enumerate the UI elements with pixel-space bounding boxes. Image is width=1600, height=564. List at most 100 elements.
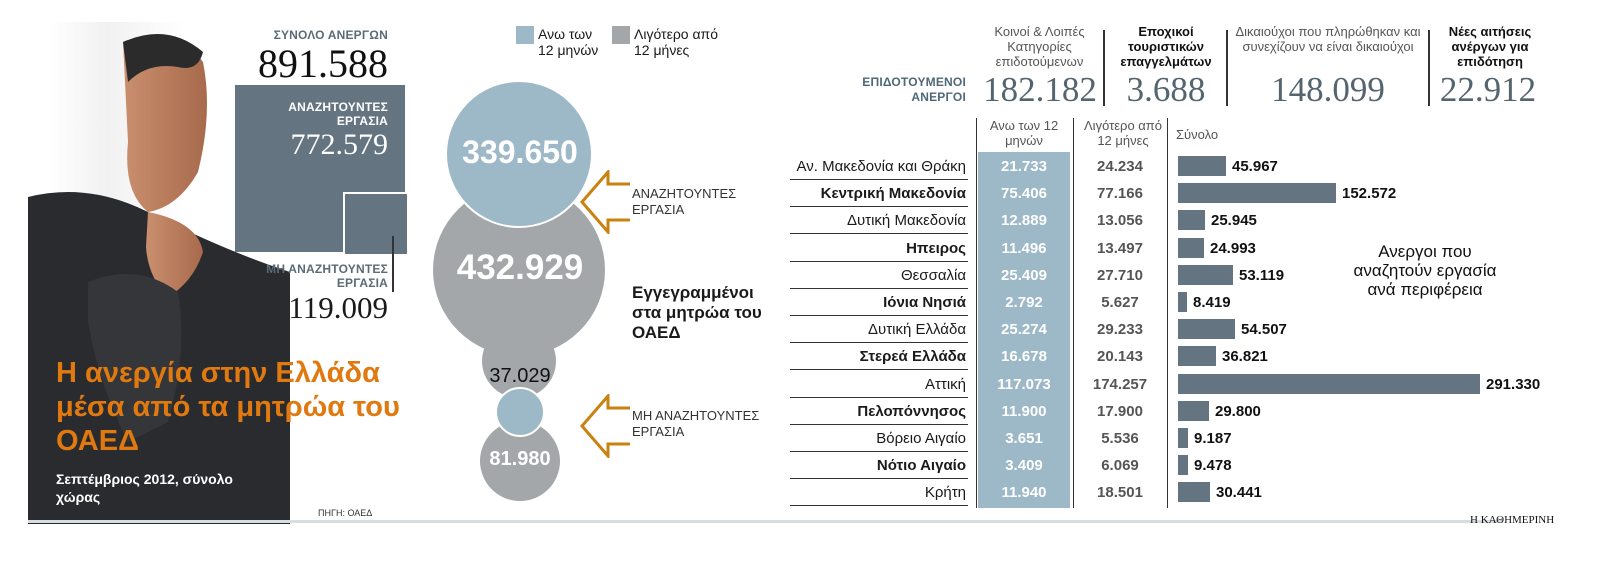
seeking-value: 772.579 [290,128,389,161]
cell-over12: 11.496 [1001,239,1047,257]
benefit-label-2: Δικαιούχοι που πληρώθηκαν και συνεχίζουν… [1235,24,1421,54]
cell-over12: 3.651 [1005,430,1043,447]
benefit-value-0: 182.182 [983,70,1097,109]
region-name: Βόρειο Αιγαίο [876,430,966,447]
publisher-logo: Η ΚΑΘΗΜΕΡΙΝΗ [1470,514,1555,526]
total-bar [1178,346,1216,367]
cell-over12: 2.792 [1005,294,1043,311]
bottom-rule [28,520,1503,523]
legend-over12-label: Ανω των 12 μηνών [538,26,599,58]
legend-under12-swatch [612,26,630,44]
cell-over12: 117.073 [997,375,1051,393]
cell-over12: 16.678 [1001,348,1047,366]
cell-under12: 77.166 [1097,185,1143,203]
arrow-seeking-icon [580,170,630,234]
cell-under12: 24.234 [1097,158,1143,175]
not-seeking-label: ΜΗ ΑΝΑΖΗΤΟΥΝΤΕΣ ΕΡΓΑΣΙΑ [266,262,388,290]
row-divider [790,287,968,289]
region-name: Στερεά Ελλάδα [859,348,966,366]
total-value-label: 53.119 [1239,266,1285,284]
row-divider [790,478,968,480]
bubble-chart [433,80,605,398]
row-divider [790,342,968,344]
bubble-notseeking-over12 [495,387,545,437]
total-bar [1178,400,1209,421]
cell-under12: 17.900 [1097,402,1143,420]
registered-label: Εγγεγραμμένοι στα μητρώα του ΟΑΕΔ [632,283,762,342]
region-name: Δυτική Μακεδονία [846,212,966,230]
side-note: Ανεργοι που αναζητούν εργασία ανά περιφέ… [1353,242,1497,299]
total-bar [1178,156,1226,176]
total-value-label: 30.441 [1216,484,1262,502]
region-name: Πελοπόννησος [857,402,966,420]
leader-line [392,236,394,292]
cell-over12: 11.940 [1001,484,1047,502]
total-bar [1178,292,1187,312]
total-value-label: 291.330 [1486,375,1541,393]
legend-under12-label: Λιγότερο από 12 μήνες [634,26,718,58]
col-divider [1073,118,1074,508]
total-bar [1178,183,1336,204]
bubble-notseeking-under12-b [480,421,560,501]
benefit-value-1: 3.688 [1126,70,1206,109]
bubble-seeking-under12 [433,184,605,356]
region-name: Δυτική Ελλάδα [868,321,966,339]
total-bar [1178,373,1480,394]
total-bar [1178,455,1188,476]
total-value-label: 54.507 [1241,321,1287,339]
region-name: Αττική [924,375,966,393]
benefit-divider [1226,30,1228,106]
cell-over12: 11.900 [1001,402,1047,420]
total-value-label: 25.945 [1211,212,1257,230]
arrow-seeking-label: ΑΝΑΖΗΤΟΥΝΤΕΣ ΕΡΓΑΣΙΑ [632,186,737,217]
subtitle: Σεπτέμβριος 2012, σύνολο χώρας [56,471,233,505]
cell-over12: 75.406 [1001,185,1047,203]
total-value-label: 36.821 [1222,348,1268,366]
benefit-divider [1103,30,1105,106]
col-divider [1167,118,1168,508]
seeking-label: ΑΝΑΖΗΤΟΥΝΤΕΣ ΕΡΓΑΣΙΑ [288,100,388,128]
cell-under12: 13.497 [1097,239,1143,257]
row-divider [790,233,968,235]
cell-under12: 27.710 [1097,266,1143,284]
row-divider [790,206,968,208]
over12-column-bg [978,152,1070,508]
cell-under12: 174.257 [1092,375,1148,393]
cell-over12: 25.274 [1001,321,1047,339]
cell-under12: 5.627 [1101,294,1139,311]
cell-under12: 13.056 [1097,212,1143,230]
arrow-notseeking-icon [580,394,630,458]
row-divider [790,179,968,180]
total-bar [1178,210,1205,231]
col-header-under12: Λιγότερο από 12 μήνες [1084,118,1162,148]
source-note: ΠΗΓΗ: ΟΑΕΔ [318,508,373,518]
total-bar [1178,319,1235,340]
total-value-label: 9.187 [1194,430,1232,447]
total-value-label: 45.967 [1232,158,1278,175]
row-divider [790,369,968,371]
row-divider [790,451,968,452]
region-name: Κεντρική Μακεδονία [820,185,966,203]
cell-under12: 29.233 [1097,321,1143,339]
col-divider [976,118,977,508]
row-divider [790,315,968,316]
benefit-value-3: 22.912 [1439,70,1537,109]
col-header-over12: Ανω των 12 μηνών [989,118,1059,148]
cell-under12: 18.501 [1097,484,1143,502]
col-header-total: Σύνολο [1176,127,1219,142]
row-divider [790,260,968,262]
total-value-label: 152.572 [1342,185,1397,203]
cell-over12: 3.409 [1005,457,1043,475]
small-bubbles [480,387,560,501]
not-seeking-square [343,192,407,254]
total-value-label: 29.800 [1215,402,1261,420]
cell-under12: 6.069 [1101,457,1139,475]
cell-under12: 20.143 [1097,348,1143,366]
benefit-label-3: Νέες αιτήσεις ανέργων για επιδότηση [1448,24,1532,69]
total-label: ΣΥΝΟΛΟ ΑΝΕΡΓΩΝ [273,28,388,42]
benefits-row-label: ΕΠΙΔΟΤΟΥΜΕΝΟΙ ΑΝΕΡΓΟΙ [862,75,966,104]
benefit-label-1: Εποχικοί τουριστικών επαγγελμάτων [1120,24,1212,69]
arrow-notseeking-label: ΜΗ ΑΝΑΖΗΤΟΥΝΤΕΣ ΕΡΓΑΣΙΑ [632,408,760,439]
legend-over12-swatch [516,26,534,44]
bubble-seeking-over12 [445,80,593,228]
